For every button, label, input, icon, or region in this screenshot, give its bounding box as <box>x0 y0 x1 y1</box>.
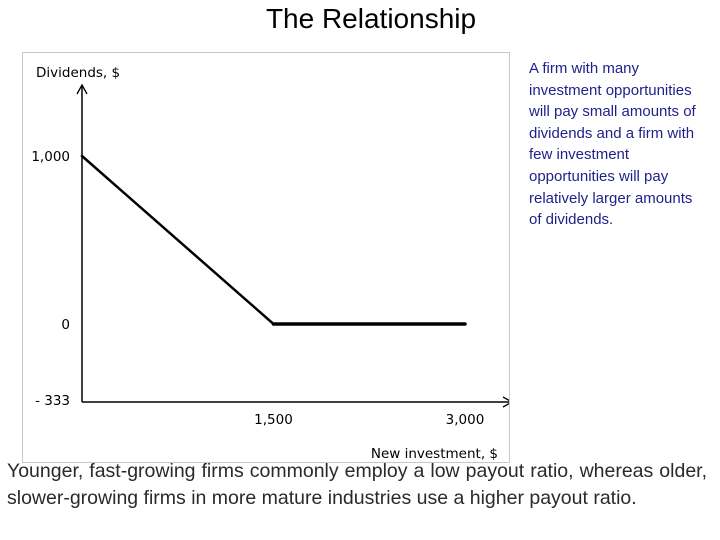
page-title: The Relationship <box>265 3 477 34</box>
y-axis-label: Dividends, $ <box>36 65 120 81</box>
series-line-segment <box>80 154 275 326</box>
dividend-investment-chart: Dividends, $ New investment, $ 1,000 0 - 333… <box>31 65 509 462</box>
x-axis-label: New investment, $ <box>371 446 498 462</box>
y-axis-arrow <box>76 83 88 95</box>
explanation-text: A firm with many investment opportunitie… <box>529 60 696 229</box>
y-tick-label: 1,000 <box>31 149 70 165</box>
chart-container: Dividends, $ New investment, $ 1,000 0 - 333… <box>22 52 510 463</box>
caption-text: Younger, fast-growing firms commonly emp… <box>7 460 707 509</box>
x-tick-label: 1,500 <box>254 412 293 428</box>
x-tick-label: 3,000 <box>446 412 485 428</box>
y-tick-label: - 333 <box>35 393 70 409</box>
x-axis-arrow <box>502 396 509 408</box>
y-tick-label: 0 <box>61 317 70 333</box>
